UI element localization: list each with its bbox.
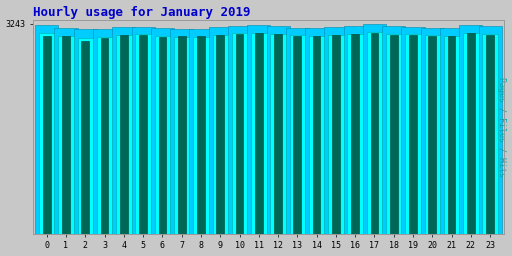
Bar	[212, 35, 228, 234]
Bar	[390, 35, 398, 234]
Bar	[367, 32, 382, 234]
Bar	[255, 34, 263, 234]
Bar	[170, 29, 193, 234]
Bar	[74, 29, 97, 234]
Bar	[159, 37, 166, 234]
Bar	[135, 35, 151, 234]
Bar	[486, 35, 494, 234]
Bar	[58, 36, 74, 234]
Bar	[429, 36, 436, 234]
Bar	[409, 35, 417, 234]
Bar	[178, 36, 185, 234]
Bar	[236, 34, 243, 234]
Bar	[247, 25, 270, 234]
Bar	[112, 27, 135, 234]
Bar	[43, 36, 51, 234]
Bar	[101, 38, 109, 234]
Bar	[324, 27, 348, 234]
Bar	[267, 26, 290, 234]
Bar	[348, 34, 363, 234]
Bar	[54, 28, 77, 234]
Bar	[193, 37, 209, 234]
Bar	[232, 34, 247, 234]
Bar	[344, 26, 367, 234]
Bar	[274, 35, 282, 234]
Bar	[459, 25, 482, 234]
Bar	[371, 33, 378, 234]
Bar	[406, 35, 421, 234]
Bar	[62, 36, 70, 234]
Bar	[228, 26, 251, 234]
Bar	[305, 28, 328, 234]
Bar	[35, 25, 58, 234]
Bar	[479, 26, 502, 234]
Bar	[424, 35, 440, 234]
Bar	[293, 36, 301, 234]
Bar	[386, 34, 401, 234]
Bar	[97, 37, 112, 234]
Bar	[81, 41, 89, 234]
Bar	[444, 36, 459, 234]
Bar	[189, 29, 212, 234]
Bar	[332, 35, 340, 234]
Bar	[448, 36, 456, 234]
Bar	[309, 36, 324, 234]
Bar	[467, 34, 475, 234]
Bar	[363, 24, 386, 234]
Bar	[116, 35, 132, 234]
Text: Hourly usage for January 2019: Hourly usage for January 2019	[33, 6, 251, 18]
Bar	[209, 27, 232, 234]
Bar	[328, 35, 344, 234]
Bar	[290, 35, 305, 234]
Bar	[39, 33, 54, 234]
Bar	[351, 35, 359, 234]
Y-axis label: Pages / Files / Hits: Pages / Files / Hits	[498, 77, 506, 177]
Bar	[151, 28, 174, 234]
Bar	[77, 38, 93, 234]
Bar	[440, 28, 463, 234]
Bar	[463, 33, 479, 234]
Bar	[174, 37, 189, 234]
Bar	[382, 26, 406, 234]
Bar	[93, 29, 116, 234]
Bar	[120, 35, 127, 234]
Bar	[217, 35, 224, 234]
Bar	[421, 28, 444, 234]
Bar	[482, 34, 498, 234]
Bar	[401, 27, 424, 234]
Bar	[251, 33, 267, 234]
Bar	[270, 34, 286, 234]
Bar	[155, 36, 170, 234]
Bar	[197, 36, 205, 234]
Bar	[132, 27, 155, 234]
Bar	[139, 35, 147, 234]
Bar	[286, 28, 309, 234]
Bar	[313, 36, 321, 234]
